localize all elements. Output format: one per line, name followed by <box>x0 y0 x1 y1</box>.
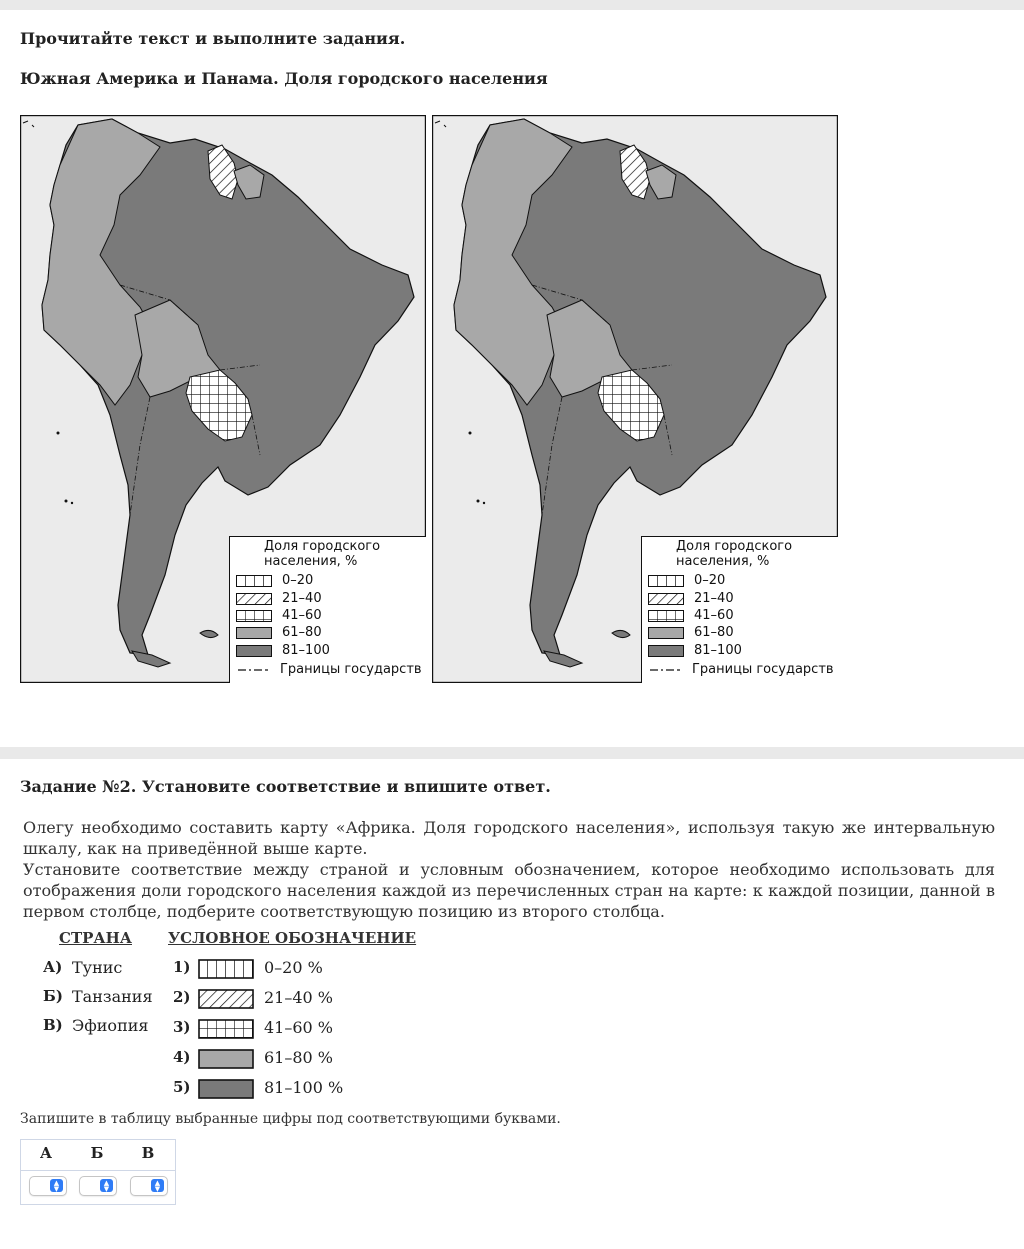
vertical-lines-swatch <box>648 574 684 587</box>
option-number: 5) <box>173 1078 191 1096</box>
border-line-swatch <box>650 668 680 671</box>
answer-select-b[interactable]: ▲ ▼ <box>79 1176 117 1196</box>
grid-swatch <box>198 1019 254 1039</box>
legend-title-line2: населения, % <box>264 554 358 569</box>
column-header-country: СТРАНА <box>59 929 132 947</box>
intro-instruction: Прочитайте текст и выполните задания. <box>20 29 406 48</box>
grid-swatch <box>236 609 272 622</box>
map-legend: Доля городского населения, % 0–20 21–40 … <box>641 536 838 683</box>
diagonal-hatch-swatch <box>648 592 684 605</box>
answer-select-a[interactable]: ▲ ▼ <box>29 1176 67 1196</box>
option-label: 41–60 % <box>264 1018 334 1037</box>
answer-header-b: Б <box>90 1144 104 1162</box>
task-title: Задание №2. Установите соответствие и вп… <box>20 777 551 796</box>
diagonal-hatch-swatch <box>198 989 254 1009</box>
legend-label: 61–80 <box>694 625 734 640</box>
legend-item: 81–100 <box>236 643 330 658</box>
legend-title-line2: населения, % <box>676 554 770 569</box>
country-letter: А) <box>43 958 63 976</box>
country-letter: Б) <box>43 987 63 1005</box>
light-gray-swatch <box>648 626 684 639</box>
legend-item: 61–80 <box>236 625 322 640</box>
legend-item: Границы государств <box>648 662 834 677</box>
country-name: Тунис <box>72 958 123 977</box>
legend-item: 61–80 <box>648 625 734 640</box>
map-title: Южная Америка и Панама. Доля городского … <box>20 69 548 88</box>
legend-title-line1: Доля городского <box>264 539 381 554</box>
chevron-updown-icon: ▲ ▼ <box>151 1179 164 1193</box>
legend-title-line1: Доля городского <box>676 539 793 554</box>
country-letter: В) <box>43 1016 63 1034</box>
column-header-symbol: УСЛОВНОЕ ОБОЗНАЧЕНИЕ <box>168 929 417 947</box>
legend-item: 0–20 <box>648 573 725 588</box>
grid-swatch <box>648 609 684 622</box>
top-separator <box>0 0 1024 10</box>
option-label: 0–20 % <box>264 958 323 977</box>
light-gray-swatch <box>198 1049 254 1069</box>
country-name: Танзания <box>72 987 153 1006</box>
map-left <box>20 115 426 683</box>
option-label: 81–100 % <box>264 1078 344 1097</box>
legend-label: 0–20 <box>694 573 726 588</box>
answer-select-v[interactable]: ▲ ▼ <box>130 1176 168 1196</box>
map-panel-left: Доля городского населения, % 0–20 21–40 … <box>20 115 426 683</box>
legend-label: 81–100 <box>282 643 330 658</box>
legend-label: 21–40 <box>282 591 322 606</box>
legend-item: 21–40 <box>648 591 734 606</box>
legend-item: 21–40 <box>236 591 322 606</box>
option-number: 3) <box>173 1018 191 1036</box>
answer-header-v: В <box>141 1144 155 1162</box>
section-separator <box>0 747 1024 759</box>
task-text: Олегу необходимо составить карту «Африка… <box>23 817 995 922</box>
diagonal-hatch-swatch <box>236 592 272 605</box>
dark-gray-swatch <box>236 644 272 657</box>
chevron-updown-icon: ▲ ▼ <box>50 1179 63 1193</box>
legend-item: 41–60 <box>236 608 322 623</box>
legend-item: 41–60 <box>648 608 734 623</box>
border-line-swatch <box>238 668 268 671</box>
legend-label: 0–20 <box>282 573 314 588</box>
dark-gray-swatch <box>198 1079 254 1099</box>
map-right <box>432 115 838 683</box>
dark-gray-swatch <box>648 644 684 657</box>
legend-label: 41–60 <box>694 608 734 623</box>
legend-label: Границы государств <box>280 662 422 677</box>
legend-item: Границы государств <box>236 662 422 677</box>
legend-item: 0–20 <box>236 573 313 588</box>
legend-label: Границы государств <box>692 662 834 677</box>
chevron-updown-icon: ▲ ▼ <box>100 1179 113 1193</box>
task-paragraph-1: Олегу необходимо составить карту «Африка… <box>23 818 995 858</box>
option-number: 1) <box>173 958 191 976</box>
answer-instruction: Запишите в таблицу выбранные цифры под с… <box>20 1111 561 1127</box>
option-label: 21–40 % <box>264 988 334 1007</box>
country-name: Эфиопия <box>72 1016 149 1035</box>
option-number: 2) <box>173 988 191 1006</box>
answer-header-a: А <box>39 1144 53 1162</box>
legend-item: 81–100 <box>648 643 742 658</box>
legend-label: 41–60 <box>282 608 322 623</box>
task-paragraph-2: Установите соответствие между страной и … <box>23 860 995 921</box>
option-number: 4) <box>173 1048 191 1066</box>
legend-label: 21–40 <box>694 591 734 606</box>
vertical-lines-swatch <box>198 959 254 979</box>
answer-table: А Б В ▲ ▼ ▲ ▼ ▲ ▼ <box>20 1139 176 1205</box>
vertical-lines-swatch <box>236 574 272 587</box>
legend-label: 81–100 <box>694 643 742 658</box>
option-label: 61–80 % <box>264 1048 334 1067</box>
map-panel-right: Доля городского населения, % 0–20 21–40 … <box>432 115 838 683</box>
legend-label: 61–80 <box>282 625 322 640</box>
light-gray-swatch <box>236 626 272 639</box>
map-legend: Доля городского населения, % 0–20 21–40 … <box>229 536 426 683</box>
